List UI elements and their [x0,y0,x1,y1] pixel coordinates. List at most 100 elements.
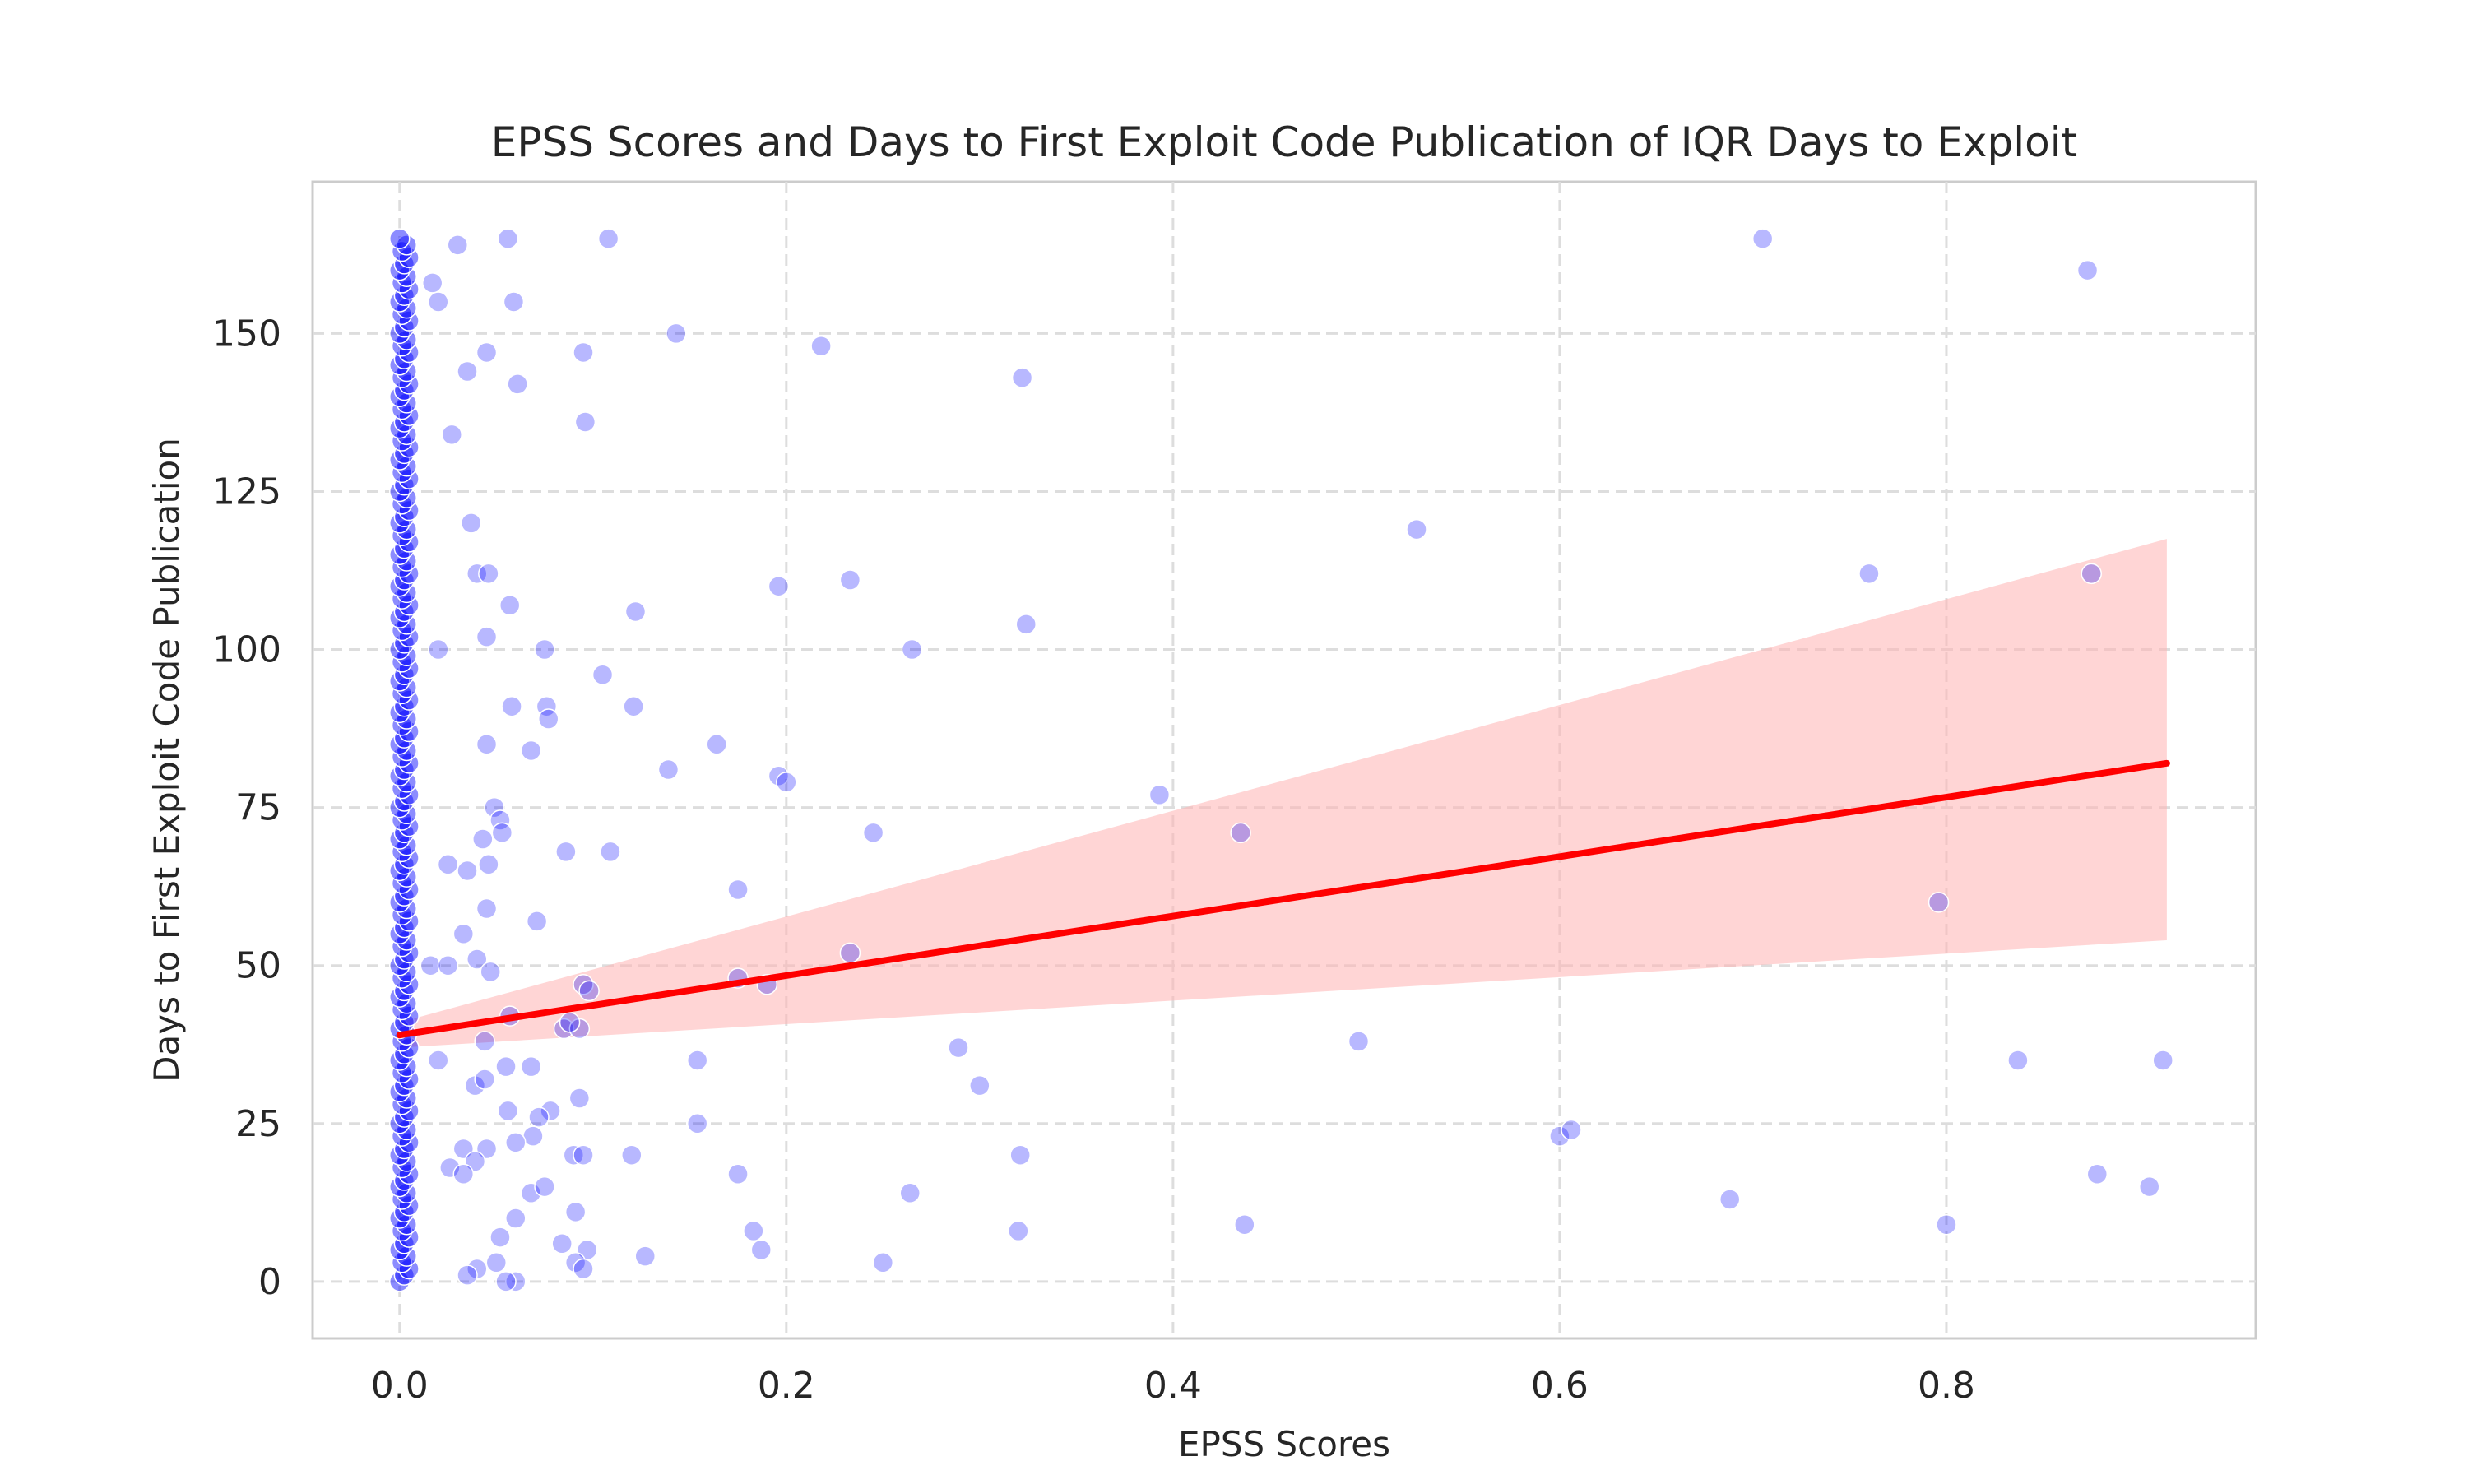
data-point [1011,367,1033,388]
data-point [447,234,469,256]
data-point [452,923,475,945]
data-point [489,1227,511,1248]
data-point [540,1100,561,1122]
data-point [1015,614,1037,635]
data-point [501,695,522,717]
data-point [534,638,555,661]
data-point [686,1113,708,1134]
data-point [657,758,680,781]
data-point [573,341,594,364]
data-point [457,360,478,383]
data-point [520,1055,542,1078]
data-point [969,1074,990,1097]
data-point [553,1018,575,1040]
x-tick-label: 0.6 [1531,1365,1589,1407]
data-point [528,1106,550,1128]
data-point [389,228,411,249]
data-point [2076,259,2099,281]
data-point [480,961,501,983]
data-point [776,772,797,793]
data-point [948,1036,969,1059]
data-point [474,1031,495,1052]
data-point [564,1201,587,1223]
regression-line-group [396,759,2170,1039]
data-point [591,664,614,686]
data-point [439,1157,461,1179]
data-point [839,942,861,964]
y-axis-label: Days to First Exploit Code Publication [146,438,187,1083]
data-point [2081,563,2102,585]
data-point [872,1252,894,1273]
data-point [491,822,513,844]
x-tick-label: 0.8 [1918,1365,1975,1407]
data-point [1928,892,1950,913]
y-tick-label: 0 [258,1261,281,1303]
data-point [901,638,923,661]
data-point [484,796,505,819]
data-point [499,595,521,616]
data-point [460,512,482,534]
confidence-band [399,539,2167,1048]
data-point [476,897,498,920]
data-point [597,228,619,249]
data-point [437,854,459,875]
data-point [2086,1163,2108,1185]
data-point [466,948,488,970]
data-point [452,1163,475,1185]
data-point [476,626,498,647]
data-point [559,1012,581,1033]
data-point [578,980,600,1002]
data-point [495,1055,517,1078]
y-tick-label: 25 [235,1103,281,1145]
data-point [497,1100,519,1122]
data-point [839,569,861,591]
data-point [421,272,443,294]
data-point [621,1144,643,1166]
data-point [420,954,442,976]
data-point [1751,228,1774,249]
data-point [428,638,449,661]
data-point [503,291,525,313]
data-point [478,854,499,875]
data-point [428,1050,449,1071]
data-point [520,740,542,762]
data-point [1348,1031,1370,1052]
data-point [2152,1050,2173,1071]
data-point [522,1125,544,1147]
data-point [623,695,644,717]
data-point [862,822,884,844]
data-point [573,973,594,995]
data-point [624,601,647,623]
data-point [485,1252,508,1273]
data-point [505,1208,527,1229]
data-point [428,291,449,313]
data-point [1549,1125,1570,1147]
data-point [476,341,498,364]
data-point [1234,1213,1255,1236]
data-point [495,1271,517,1292]
data-point [555,841,577,863]
data-point [478,563,499,585]
data-point [573,1144,594,1166]
y-tick-label: 75 [235,787,281,829]
data-point [727,879,749,901]
data-point [899,1182,921,1204]
x-tick-label: 0.0 [371,1365,429,1407]
data-point [457,1264,478,1286]
data-point [1858,563,1880,585]
data-point [750,1239,772,1261]
data-point [1561,1119,1582,1141]
data-point [526,911,548,932]
data-point [1148,784,1171,806]
data-point [768,575,790,597]
y-tick-label: 125 [212,471,281,512]
data-point [634,1245,656,1267]
data-point [476,734,498,755]
data-point [551,1233,573,1254]
data-point [520,1182,542,1204]
regression-line [396,759,2170,1039]
x-axis-label: EPSS Scores [1178,1424,1390,1464]
data-point [1008,1220,1029,1242]
